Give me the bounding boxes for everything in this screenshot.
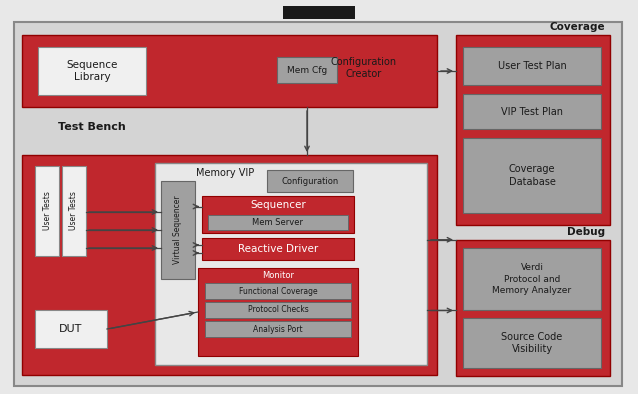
Text: Source Code
Visibility: Source Code Visibility [501, 332, 563, 354]
Text: User Tests: User Tests [43, 191, 52, 230]
Bar [35, 166, 59, 256]
Bar [202, 238, 354, 260]
Text: Coverage: Coverage [549, 22, 605, 32]
Bar [277, 57, 337, 83]
Bar [208, 215, 348, 230]
Bar [161, 181, 195, 279]
Bar [155, 163, 427, 365]
Bar [62, 166, 86, 256]
Text: DUT: DUT [59, 324, 83, 334]
Text: VIP Test Plan: VIP Test Plan [501, 106, 563, 117]
Text: Analysis Port: Analysis Port [253, 325, 303, 333]
Text: Coverage
Database: Coverage Database [508, 164, 556, 187]
Text: Virtual Sequencer: Virtual Sequencer [174, 196, 182, 264]
Text: Memory VIP: Memory VIP [196, 168, 254, 178]
Bar [205, 283, 351, 299]
Bar [463, 248, 601, 310]
Bar [205, 321, 351, 337]
Text: Monitor: Monitor [262, 271, 294, 281]
Bar [456, 240, 610, 376]
Text: Reactive Driver: Reactive Driver [238, 244, 318, 254]
Bar [267, 170, 353, 192]
Bar [202, 196, 354, 233]
Bar [463, 47, 601, 85]
Text: User Test Plan: User Test Plan [498, 61, 567, 71]
Text: Protocol Checks: Protocol Checks [248, 305, 308, 314]
Bar [463, 94, 601, 129]
Text: User Tests: User Tests [70, 191, 78, 230]
Bar [22, 35, 437, 107]
Bar [205, 302, 351, 318]
Text: Debug: Debug [567, 227, 605, 237]
Bar [463, 138, 601, 213]
Text: Verdi
Protocol and
Memory Analyzer: Verdi Protocol and Memory Analyzer [493, 264, 572, 295]
Text: Sequencer: Sequencer [250, 200, 306, 210]
Bar [35, 310, 107, 348]
Bar [283, 6, 355, 19]
Text: Mem Cfg: Mem Cfg [287, 65, 327, 74]
Bar [463, 318, 601, 368]
Text: Sequence
Library: Sequence Library [66, 60, 117, 82]
Bar [198, 268, 358, 356]
Text: Test Bench: Test Bench [58, 122, 126, 132]
Text: Configuration
Creator: Configuration Creator [331, 57, 397, 79]
Bar [38, 47, 146, 95]
Text: Functional Coverage: Functional Coverage [239, 286, 317, 296]
Bar [22, 155, 437, 375]
Bar [456, 35, 610, 225]
Text: Configuration: Configuration [281, 177, 339, 186]
Text: Mem Server: Mem Server [253, 218, 304, 227]
